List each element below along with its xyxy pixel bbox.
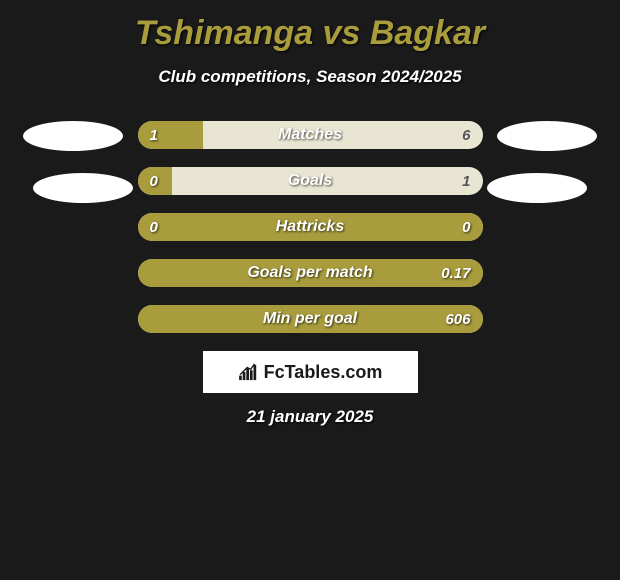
footer-date: 21 january 2025 — [15, 407, 605, 427]
stat-label: Hattricks — [138, 213, 483, 241]
stat-label: Matches — [138, 121, 483, 149]
page-subtitle: Club competitions, Season 2024/2025 — [15, 67, 605, 87]
stat-right-value: 6 — [462, 121, 470, 149]
stat-label: Min per goal — [138, 305, 483, 333]
stat-right-value: 0.17 — [441, 259, 470, 287]
stat-right-value: 606 — [445, 305, 470, 333]
stat-row-goals: 0 Goals 1 — [138, 167, 483, 195]
left-player-badge-2 — [33, 173, 133, 203]
branding-box: FcTables.com — [203, 351, 418, 393]
stat-right-value: 0 — [462, 213, 470, 241]
page-title: Tshimanga vs Bagkar — [15, 14, 605, 53]
stat-label: Goals — [138, 167, 483, 195]
left-player-badge-1 — [23, 121, 123, 151]
stat-label: Goals per match — [138, 259, 483, 287]
stat-row-hattricks: 0 Hattricks 0 — [138, 213, 483, 241]
stat-row-goals-per-match: Goals per match 0.17 — [138, 259, 483, 287]
bar-chart-icon — [238, 363, 260, 381]
stat-right-value: 1 — [462, 167, 470, 195]
branding-text: FcTables.com — [264, 362, 383, 383]
comparison-chart: 1 Matches 6 0 Goals 1 0 Hattricks 0 Goal… — [15, 121, 605, 333]
stat-row-min-per-goal: Min per goal 606 — [138, 305, 483, 333]
right-player-badge-2 — [487, 173, 587, 203]
stat-row-matches: 1 Matches 6 — [138, 121, 483, 149]
right-player-badge-1 — [497, 121, 597, 151]
